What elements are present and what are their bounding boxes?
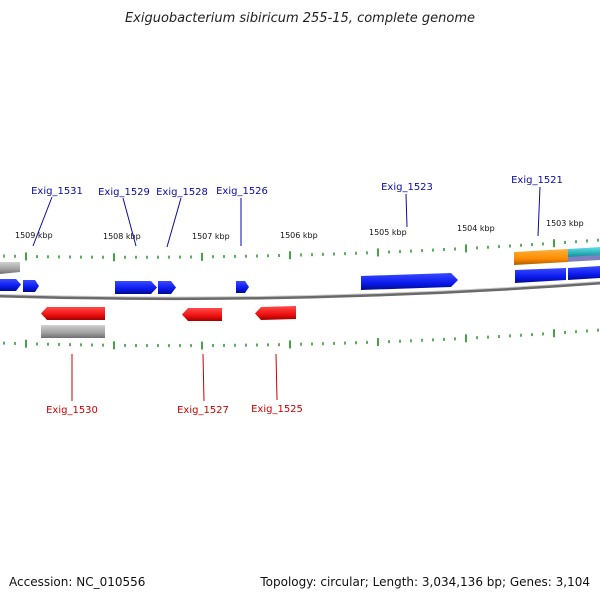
- gene-label[interactable]: Exig_1525: [251, 404, 303, 415]
- gene-forward[interactable]: [158, 281, 176, 294]
- ruler-label: 1507 kbp: [192, 232, 230, 241]
- feature-cyan: [568, 247, 600, 257]
- leader-line: [166, 197, 182, 248]
- ruler-label: 1503 kbp: [546, 219, 584, 228]
- gene-label[interactable]: Exig_1521: [511, 175, 563, 186]
- gray-feature-left: [0, 262, 20, 274]
- ruler-label: 1509 kbp: [15, 231, 53, 240]
- leader-line: [32, 196, 53, 247]
- gene-label[interactable]: Exig_1529: [98, 187, 150, 198]
- leader-line: [537, 186, 541, 237]
- reverse-genes: [41, 306, 296, 338]
- gene-forward[interactable]: [0, 279, 21, 291]
- gene-label[interactable]: Exig_1528: [156, 187, 208, 198]
- gene-reverse[interactable]: [255, 306, 296, 320]
- gene-forward[interactable]: [361, 273, 458, 290]
- gene-reverse[interactable]: [182, 308, 222, 321]
- ruler-labels: 1509 kbp 1508 kbp 1507 kbp 1506 kbp 1505…: [15, 219, 584, 241]
- ruler-label: 1506 kbp: [280, 231, 318, 240]
- gene-labels-bottom: Exig_1530 Exig_1527 Exig_1525: [46, 404, 303, 416]
- leader-line: [275, 353, 278, 401]
- leader-line: [122, 197, 137, 247]
- gene-label[interactable]: Exig_1523: [381, 182, 433, 193]
- gene-forward[interactable]: [236, 281, 249, 293]
- label-leaders: [32, 186, 541, 402]
- gene-label[interactable]: Exig_1526: [216, 186, 268, 197]
- ruler-label: 1504 kbp: [457, 224, 495, 233]
- topology-text: Topology: circular; Length: 3,034,136 bp…: [259, 575, 590, 589]
- accession-text: Accession: NC_010556: [9, 575, 145, 589]
- leader-line: [202, 353, 205, 402]
- gray-feature-reverse: [41, 325, 105, 338]
- ruler-label: 1508 kbp: [103, 232, 141, 241]
- leader-line: [405, 193, 408, 228]
- map-title: Exiguobacterium sibiricum 255-15, comple…: [125, 11, 475, 26]
- gene-forward[interactable]: [568, 266, 600, 280]
- gene-label[interactable]: Exig_1531: [31, 186, 83, 197]
- gene-forward[interactable]: [515, 268, 566, 283]
- gene-label[interactable]: Exig_1527: [177, 405, 229, 416]
- gene-reverse[interactable]: [41, 307, 105, 320]
- gene-labels-top: Exig_1531 Exig_1529 Exig_1528 Exig_1526 …: [31, 175, 563, 198]
- genome-backbone-highlight: [0, 281, 600, 298]
- forward-genes: [0, 254, 600, 294]
- gene-forward[interactable]: [23, 280, 39, 292]
- ruler-label: 1505 kbp: [369, 228, 407, 237]
- feature-orange: [514, 249, 568, 265]
- gene-label[interactable]: Exig_1530: [46, 405, 98, 416]
- genome-backbone: [0, 281, 600, 301]
- ruler-ticks: [3, 238, 599, 350]
- gene-forward[interactable]: [115, 281, 157, 294]
